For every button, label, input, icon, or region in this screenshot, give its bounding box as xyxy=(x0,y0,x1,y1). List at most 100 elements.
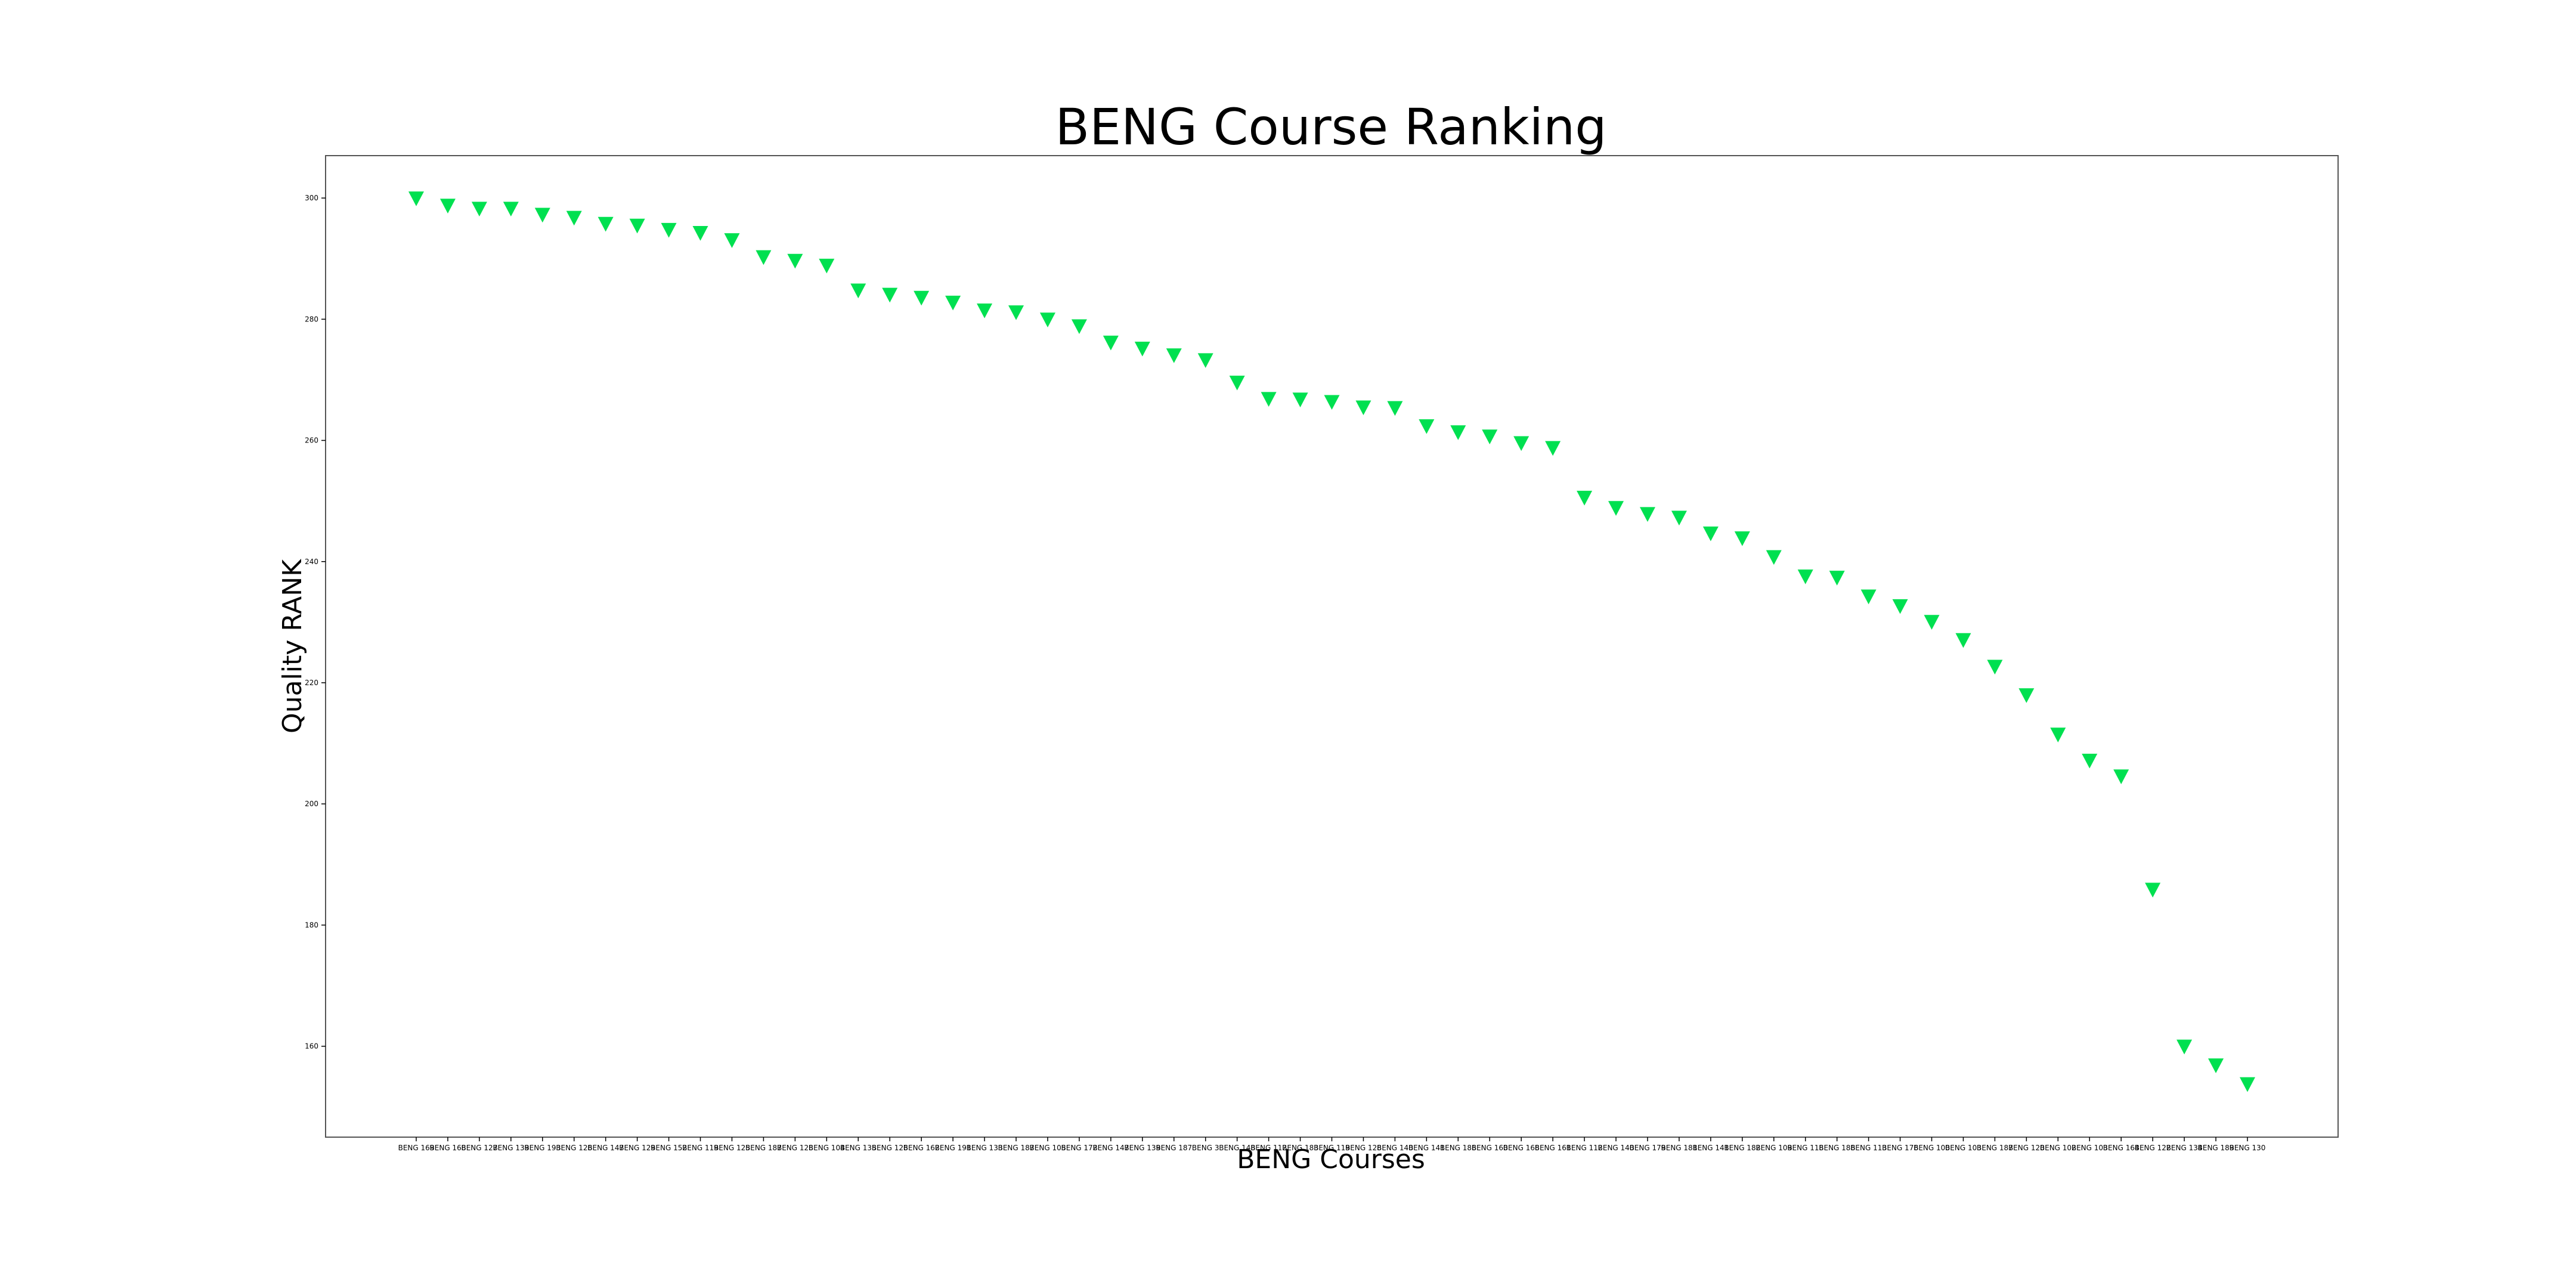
data-point xyxy=(1292,392,1308,408)
data-point xyxy=(1071,319,1087,335)
data-point xyxy=(756,250,772,265)
x-tick-label: BENG 100 xyxy=(1914,1144,1950,1152)
data-point xyxy=(882,287,898,303)
x-tick-label: BENG 141 xyxy=(1692,1144,1729,1152)
data-point xyxy=(1513,436,1530,451)
x-tick-label: BENG 189 xyxy=(2198,1144,2234,1152)
data-point xyxy=(566,210,582,226)
x-tick-label: BENG 112 xyxy=(1566,1144,1603,1152)
x-tick-label: BENG 140 xyxy=(1377,1144,1413,1152)
data-point xyxy=(1039,312,1055,327)
data-point xyxy=(2082,753,2098,769)
data-point xyxy=(408,191,424,206)
data-point xyxy=(1608,501,1624,516)
x-tick-label: BENG 103 xyxy=(1945,1144,1981,1152)
data-point xyxy=(945,295,961,311)
x-tick-label: BENG 186 xyxy=(1819,1144,1855,1152)
data-point xyxy=(1419,419,1435,434)
x-tick-label: BENG 128 xyxy=(1345,1144,1382,1152)
data-markers xyxy=(408,191,2255,1092)
x-tick-label: BENG 193 xyxy=(524,1144,561,1152)
x-tick-label: BENG 128 xyxy=(777,1144,813,1152)
x-tick-label: BENG 126 xyxy=(556,1144,592,1152)
y-axis-label: Quality RANK xyxy=(277,559,308,733)
x-tick-label: BENG 139 xyxy=(1124,1144,1160,1152)
y-tick-label: 220 xyxy=(305,679,318,687)
chart-title: BENG Course Ranking xyxy=(1055,98,1606,156)
y-tick-label: 280 xyxy=(305,315,318,323)
x-tick-label: BENG 130 xyxy=(2230,1144,2266,1152)
data-point xyxy=(1829,571,1845,586)
data-point xyxy=(2208,1058,2224,1073)
x-tick-label: BENG 187 xyxy=(1977,1144,2013,1152)
x-tick-label: BENG 186 xyxy=(1440,1144,1476,1152)
x-tick-label: BENG 129 xyxy=(619,1144,655,1152)
x-tick-label: BENG 168 xyxy=(430,1144,466,1152)
data-point xyxy=(1355,400,1371,416)
data-point xyxy=(1450,425,1466,440)
y-tick-label: 260 xyxy=(305,436,318,445)
data-point xyxy=(1924,615,1940,630)
data-point xyxy=(534,208,550,223)
x-tick-label: BENG 181 xyxy=(1661,1144,1698,1152)
x-tick-label: BENG 122 xyxy=(2135,1144,2171,1152)
data-point xyxy=(2018,688,2035,703)
data-point xyxy=(1987,660,2003,675)
x-tick-label: BENG 120 xyxy=(2008,1144,2045,1152)
data-point xyxy=(819,258,835,274)
x-tick-label: BENG 127 xyxy=(461,1144,497,1152)
y-tick-label: 200 xyxy=(305,800,318,808)
x-tick-label: BENG 109 xyxy=(1755,1144,1792,1152)
data-point xyxy=(2113,769,2129,785)
data-point xyxy=(1734,531,1750,546)
data-point xyxy=(1324,395,1340,410)
x-tick-label: BENG 160 xyxy=(1472,1144,1508,1152)
data-point xyxy=(629,218,645,234)
data-point xyxy=(1387,401,1403,416)
data-point xyxy=(1103,335,1119,351)
x-tick-label: BENG 172 xyxy=(1061,1144,1098,1152)
data-point xyxy=(1008,305,1024,320)
data-point xyxy=(724,233,740,248)
data-point xyxy=(787,253,803,269)
data-point xyxy=(1860,589,1877,605)
x-tick-label: BENG 169 xyxy=(398,1144,435,1152)
data-point xyxy=(1955,633,1971,648)
data-point xyxy=(2050,727,2066,742)
x-tick-label: BENG 147 xyxy=(1092,1144,1129,1152)
x-tick-label: BENG 133 xyxy=(967,1144,1003,1152)
data-point xyxy=(1639,507,1655,522)
y-tick-label: 240 xyxy=(305,558,318,566)
data-point xyxy=(1134,342,1150,357)
data-point xyxy=(597,216,614,232)
x-tick-label: BENG 3 xyxy=(1192,1144,1219,1152)
y-axis: 160 180 200 220 240 260 280 300 xyxy=(305,194,326,1051)
x-tick-label: BENG 148 xyxy=(1219,1144,1255,1152)
x-tick-label: BENG 164 xyxy=(2103,1144,2140,1152)
data-point xyxy=(1702,526,1719,541)
x-tick-label: BENG 125 xyxy=(714,1144,750,1152)
data-point xyxy=(1671,510,1687,526)
x-tick-label: BENG 139 xyxy=(493,1144,529,1152)
x-tick-label: BENG 147 xyxy=(587,1144,624,1152)
data-point xyxy=(1797,569,1813,584)
x-tick-label: BENG 134 xyxy=(2166,1144,2203,1152)
data-point xyxy=(1892,599,1908,614)
data-point xyxy=(692,225,708,241)
y-tick-label: 300 xyxy=(305,194,318,202)
data-point xyxy=(1766,550,1782,565)
x-tick-label: BENG 119 xyxy=(1314,1144,1350,1152)
x-tick-label: BENG 126 xyxy=(872,1144,908,1152)
data-point xyxy=(1482,429,1498,445)
x-tick-label: BENG 102 xyxy=(2040,1144,2076,1152)
x-tick-label: BENG 161 xyxy=(1535,1144,1571,1152)
x-tick-label: BENG 140 xyxy=(1598,1144,1634,1152)
x-tick-label: BENG 187 xyxy=(998,1144,1035,1152)
x-tick-label: BENG 191 xyxy=(935,1144,971,1152)
data-point xyxy=(503,202,519,217)
x-tick-label: BENG 105 xyxy=(1030,1144,1066,1152)
x-tick-label: BENG 168 xyxy=(1503,1144,1540,1152)
y-tick-label: 160 xyxy=(305,1042,318,1051)
